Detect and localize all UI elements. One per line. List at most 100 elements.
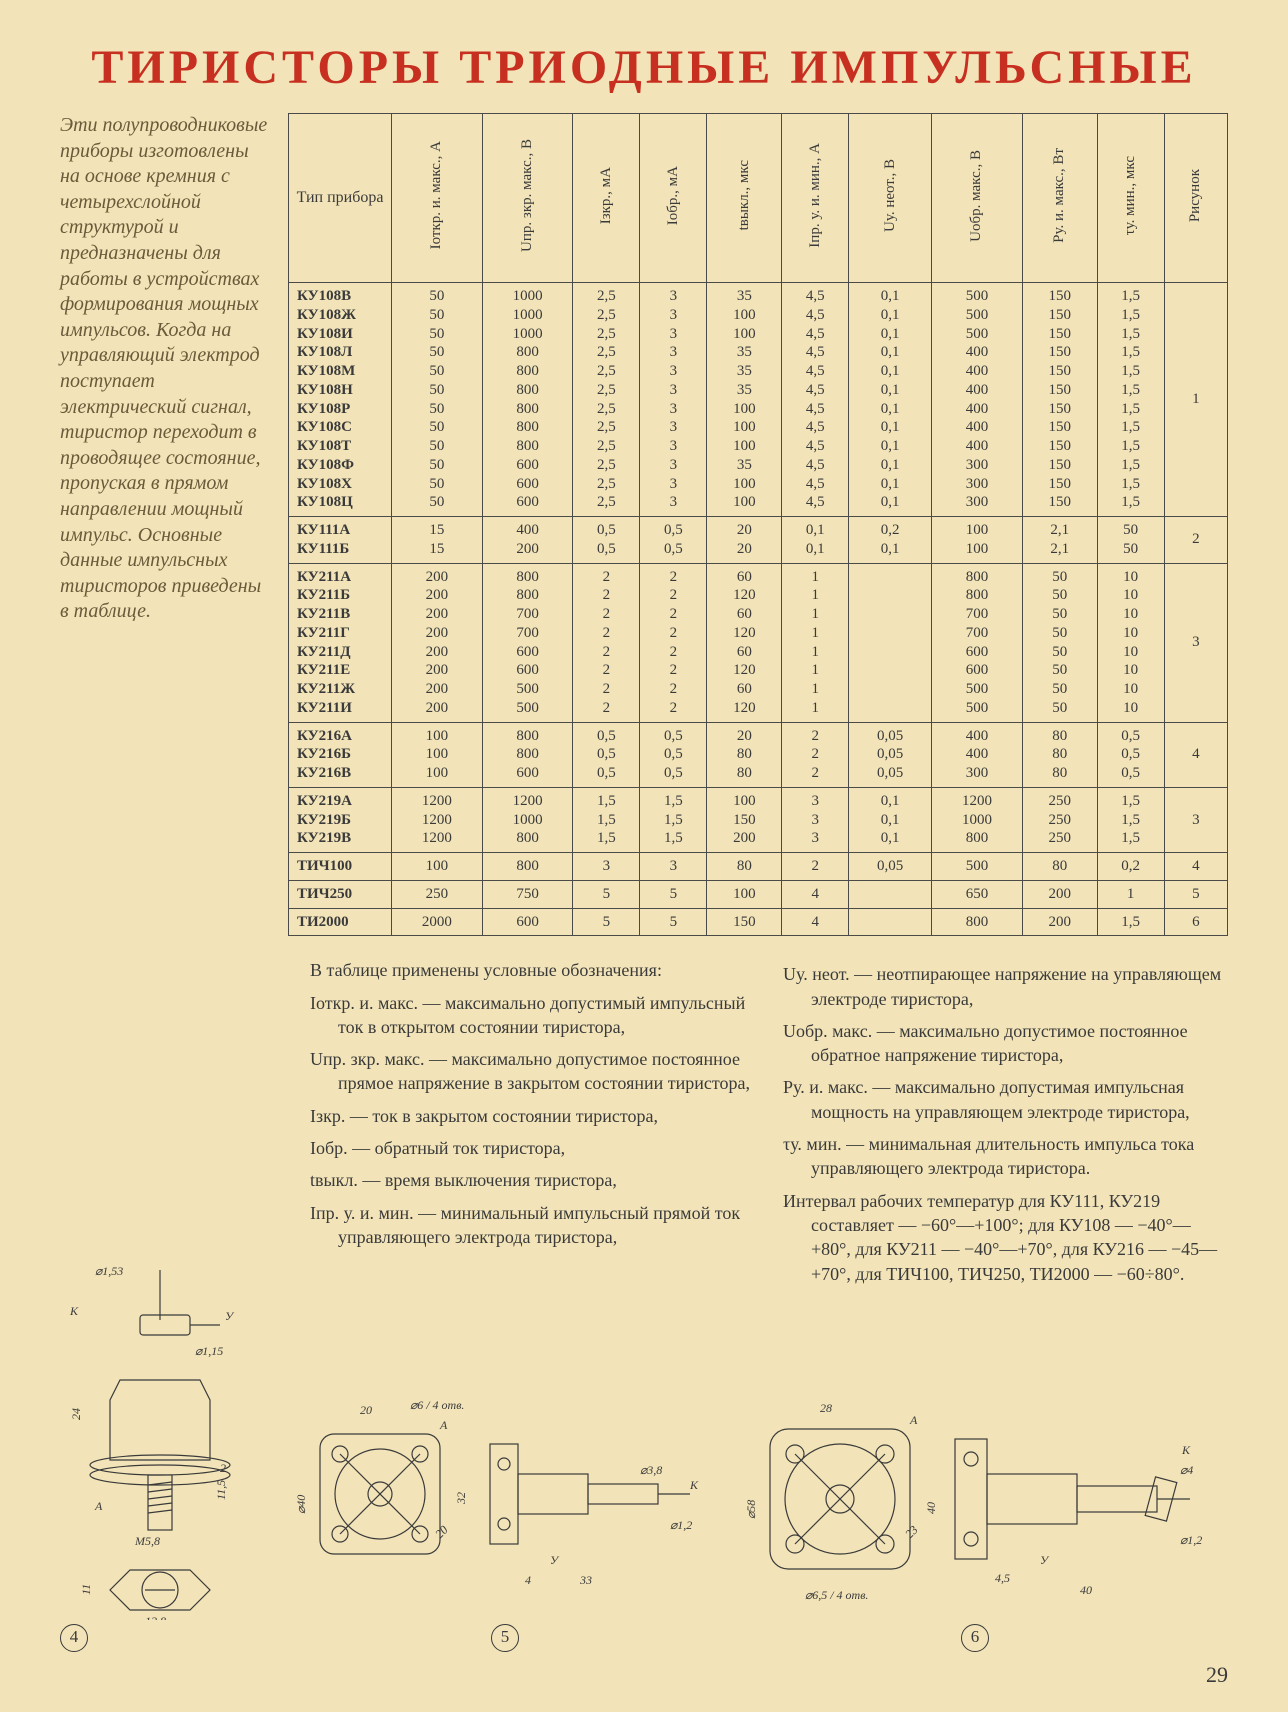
value-cell: 800 xyxy=(932,908,1023,936)
value-cell: 150 xyxy=(707,908,782,936)
svg-text:А: А xyxy=(94,1499,103,1513)
value-cell: 222 xyxy=(782,722,849,787)
figure-ref-cell: 1 xyxy=(1164,283,1227,517)
value-cell: 80 xyxy=(1022,853,1097,881)
value-cell: 5050505050505050 xyxy=(1022,563,1097,722)
table-header: Iпр. у. и. мин., А xyxy=(782,114,849,283)
value-cell: 600 xyxy=(482,908,573,936)
value-cell: 400400300 xyxy=(932,722,1023,787)
svg-text:24: 24 xyxy=(69,1408,83,1420)
value-cell: 2 xyxy=(782,853,849,881)
value-cell: 808080 xyxy=(1022,722,1097,787)
figure-number-5: 5 xyxy=(491,1624,519,1652)
table-header: τу. мин., мкс xyxy=(1097,114,1164,283)
value-cell: 0,50,50,5 xyxy=(1097,722,1164,787)
type-cell: КУ211АКУ211БКУ211ВКУ211ГКУ211ДКУ211ЕКУ21… xyxy=(289,563,392,722)
table-row: ТИЧ25025075055100465020015 xyxy=(289,880,1228,908)
svg-text:28: 28 xyxy=(820,1401,832,1415)
value-cell: 0,50,50,5 xyxy=(640,722,707,787)
value-cell: 0,10,10,10,10,10,10,10,10,10,10,10,1 xyxy=(849,283,932,517)
value-cell: 12001000800 xyxy=(482,787,573,852)
intro-text: Эти полупроводниковые приборы изготовлен… xyxy=(60,113,270,625)
svg-text:11: 11 xyxy=(79,1584,93,1595)
svg-text:40: 40 xyxy=(1080,1583,1092,1597)
svg-text:К: К xyxy=(69,1304,79,1318)
table-header: Рисунок xyxy=(1164,114,1227,283)
svg-text:⌀3,8: ⌀3,8 xyxy=(640,1463,662,1477)
type-cell: КУ108ВКУ108ЖКУ108ИКУ108ЛКУ108МКУ108НКУ10… xyxy=(289,283,392,517)
value-cell: 22222222 xyxy=(640,563,707,722)
value-cell: 200 xyxy=(1022,908,1097,936)
legend-heading: В таблице применены условные обозначения… xyxy=(310,958,755,982)
type-cell: КУ219АКУ219БКУ219В xyxy=(289,787,392,852)
thyristor-table: Тип прибораIоткр. и. макс., АUпр. зкр. м… xyxy=(288,113,1228,936)
svg-text:20: 20 xyxy=(360,1403,372,1417)
figure-5: 20 ⌀6 / 4 отв. ⌀40 32 ⌀3,8 ⌀1,2 33 4 20 … xyxy=(290,1384,720,1652)
value-cell: 3 xyxy=(573,853,640,881)
legend-item: Iобр. — обратный ток тиристора, xyxy=(338,1136,755,1160)
value-cell: 5 xyxy=(640,880,707,908)
value-cell: 400200 xyxy=(482,517,573,564)
svg-text:А: А xyxy=(909,1413,918,1427)
figure-4: ⌀1,53 ⌀1,15 24 11,5 2 М5,8 12,8 11 К У А… xyxy=(60,1260,270,1652)
figure-ref-cell: 4 xyxy=(1164,853,1227,881)
value-cell: 2000 xyxy=(392,908,483,936)
value-cell: 3 xyxy=(640,853,707,881)
value-cell: 1 xyxy=(1097,880,1164,908)
value-cell: 1,51,51,5 xyxy=(640,787,707,852)
svg-text:⌀6,5 / 4 отв.: ⌀6,5 / 4 отв. xyxy=(805,1588,868,1602)
type-cell: КУ111АКУ111Б xyxy=(289,517,392,564)
value-cell: 0,050,050,05 xyxy=(849,722,932,787)
value-cell: 5 xyxy=(573,908,640,936)
value-cell xyxy=(849,563,932,722)
figure-ref-cell: 6 xyxy=(1164,908,1227,936)
value-cell: 100100 xyxy=(932,517,1023,564)
value-cell: 22222222 xyxy=(573,563,640,722)
value-cell: 1515 xyxy=(392,517,483,564)
value-cell: 800800700700600600500500 xyxy=(932,563,1023,722)
table-header: Iобр., мА xyxy=(640,114,707,283)
value-cell: 200 xyxy=(1022,880,1097,908)
value-cell: 208080 xyxy=(707,722,782,787)
svg-text:К: К xyxy=(1181,1443,1191,1457)
value-cell: 5 xyxy=(640,908,707,936)
legend-item: Uу. неот. — неотпирающее напряжение на у… xyxy=(811,962,1228,1011)
table-header: Uобр. макс., В xyxy=(932,114,1023,283)
legend-item: Iзкр. — ток в закрытом состоянии тиристо… xyxy=(338,1104,755,1128)
value-cell: 500500500400400400400400400300300300 xyxy=(932,283,1023,517)
value-cell: 800800600 xyxy=(482,722,573,787)
value-cell: 4 xyxy=(782,908,849,936)
table-header: Uу. неот., В xyxy=(849,114,932,283)
value-cell: 750 xyxy=(482,880,573,908)
value-cell: 0,50,5 xyxy=(640,517,707,564)
value-cell: 800800700700600600500500 xyxy=(482,563,573,722)
value-cell: 1,51,51,51,51,51,51,51,51,51,51,51,5 xyxy=(1097,283,1164,517)
value-cell: 2,52,52,52,52,52,52,52,52,52,52,52,5 xyxy=(573,283,640,517)
svg-text:40: 40 xyxy=(924,1502,938,1514)
value-cell: 250 xyxy=(392,880,483,908)
figure-ref-cell: 2 xyxy=(1164,517,1227,564)
svg-text:У: У xyxy=(550,1553,560,1567)
page-title: ТИРИСТОРЫ ТРИОДНЫЕ ИМПУЛЬСНЫЕ xyxy=(60,40,1228,95)
type-cell: ТИЧ250 xyxy=(289,880,392,908)
value-cell: 0,05 xyxy=(849,853,932,881)
value-cell: 0,2 xyxy=(1097,853,1164,881)
page-number: 29 xyxy=(1206,1662,1228,1688)
svg-text:⌀4: ⌀4 xyxy=(1180,1463,1193,1477)
svg-text:⌀1,2: ⌀1,2 xyxy=(670,1518,692,1532)
legend-item: τу. мин. — минимальная длительность импу… xyxy=(811,1132,1228,1181)
value-cell: 650 xyxy=(932,880,1023,908)
table-header: Iзкр., мА xyxy=(573,114,640,283)
value-cell xyxy=(849,880,932,908)
value-cell: 4,54,54,54,54,54,54,54,54,54,54,54,5 xyxy=(782,283,849,517)
legend-item: Pу. и. макс. — максимально допустимая им… xyxy=(811,1075,1228,1124)
svg-text:11,5: 11,5 xyxy=(214,1480,228,1500)
svg-text:⌀40: ⌀40 xyxy=(294,1495,308,1514)
legend-block: В таблице применены условные обозначения… xyxy=(60,958,1228,1294)
legend-item: Uпр. зкр. макс. — максимально допустимое… xyxy=(338,1047,755,1096)
value-cell: 0,10,1 xyxy=(782,517,849,564)
value-cell: 1010101010101010 xyxy=(1097,563,1164,722)
value-cell: 333 xyxy=(782,787,849,852)
value-cell: 12001000800 xyxy=(932,787,1023,852)
value-cell: 100 xyxy=(707,880,782,908)
